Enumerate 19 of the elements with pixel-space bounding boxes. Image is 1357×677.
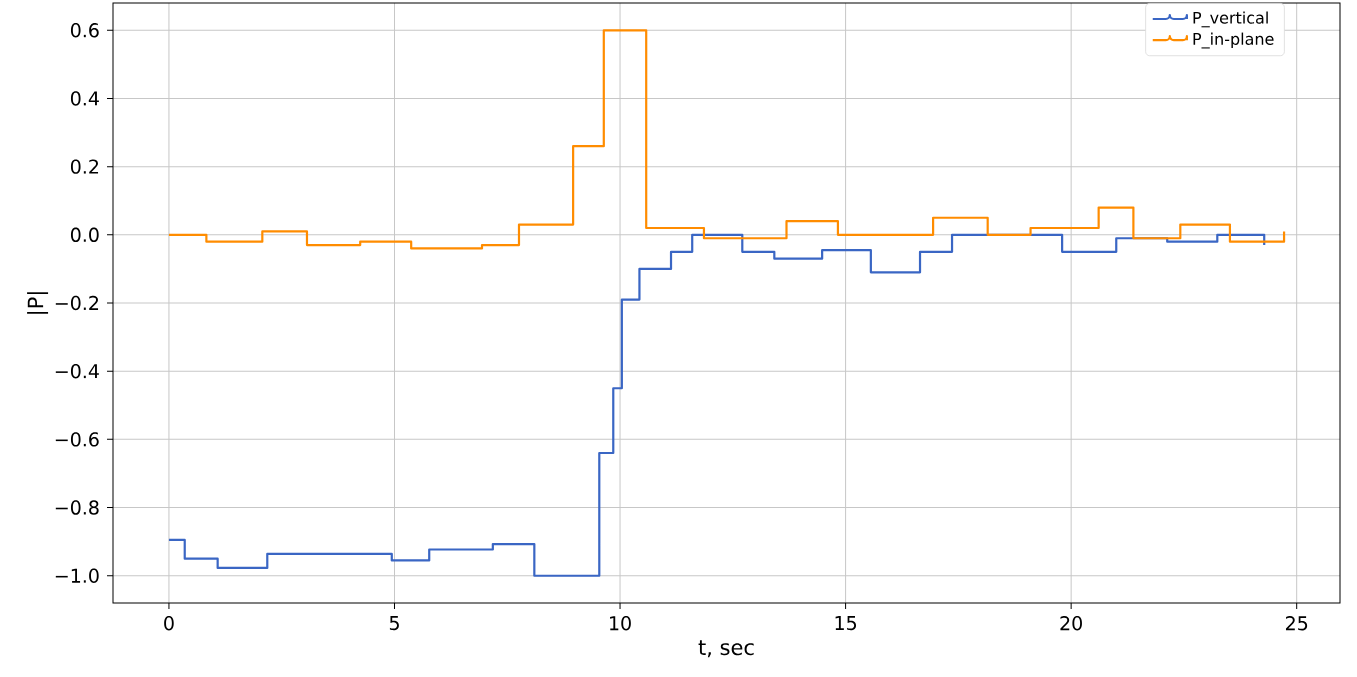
y-tick-label: −0.6 [55,432,99,447]
y-tick-label: −0.4 [55,363,99,379]
y-tick-label: 0.4 [70,91,99,106]
x-axis-title: t, sec [698,640,754,658]
legend-label: P_vertical [1193,11,1268,28]
x-tick-label: 25 [1285,616,1308,631]
x-tick-label: 15 [835,616,857,631]
y-tick-label: 0.0 [70,227,99,243]
x-tick-label: 5 [389,616,399,631]
x-tick-label: 10 [610,616,631,631]
x-tick-label: 0 [164,616,174,631]
y-tick-label: 0.2 [70,159,99,174]
y-tick-label: −1.0 [55,568,99,583]
x-tick-label: 20 [1060,616,1082,631]
y-tick-label: 0.6 [70,23,99,38]
y-tick-label: −0.2 [55,295,99,311]
y-axis-title: |P| [27,292,49,314]
legend-label: P_in-plane [1193,32,1274,49]
y-tick-label: −0.8 [55,500,99,515]
